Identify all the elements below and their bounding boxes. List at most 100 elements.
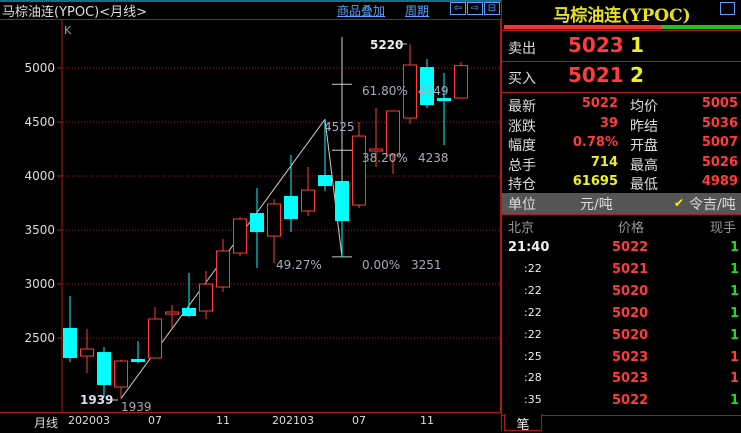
bid-volume: 2 xyxy=(630,63,644,87)
x-tick-label: 11 xyxy=(216,414,230,427)
stat-value: 714 xyxy=(590,154,618,170)
high-marker-label: 5220 xyxy=(370,38,403,52)
candle-body xyxy=(454,65,468,99)
candle-body xyxy=(267,203,281,237)
check-icon: ✔ xyxy=(674,196,685,210)
maximize-icon[interactable] xyxy=(720,2,735,15)
y-tick-label: 4500 xyxy=(24,115,55,129)
arrow-right-icon[interactable]: ⇨ xyxy=(467,2,483,15)
unit-value[interactable]: 元/吨 xyxy=(580,197,613,213)
tick-volume: 1 xyxy=(730,393,740,409)
ask-price: 5023 xyxy=(568,33,624,57)
buy-ratio-fill xyxy=(504,25,662,29)
candle-body xyxy=(386,110,400,156)
bid-ask-ratio-bar xyxy=(504,25,741,29)
stat-value: 5036 xyxy=(701,115,738,131)
tick-price: 5023 xyxy=(612,371,649,387)
candle-body xyxy=(80,348,94,357)
tick-price: 5020 xyxy=(612,283,649,299)
tick-volume: 1 xyxy=(730,283,740,299)
tick-volume: 1 xyxy=(730,349,740,365)
tick-time: :22 xyxy=(524,327,542,341)
tick-time: 21:40 xyxy=(508,240,550,255)
stat-label: 昨结 xyxy=(630,118,658,135)
trend-line-down xyxy=(324,119,343,257)
tick-time: :28 xyxy=(524,371,542,385)
candle-body xyxy=(318,175,332,187)
candle-body xyxy=(335,180,349,222)
ask-label: 卖出 xyxy=(508,41,536,57)
candle-body xyxy=(420,67,434,106)
tick-volume: 1 xyxy=(730,371,740,387)
stat-label: 持仓 xyxy=(508,177,536,193)
x-tick-label: 202003 xyxy=(68,414,110,427)
fib-61-value: 4849 xyxy=(418,84,449,98)
peak-value-label: 4525 xyxy=(324,120,355,134)
candle-body xyxy=(148,318,162,359)
tick-row: :25 5023 1 xyxy=(502,350,741,370)
stat-label: 涨跌 xyxy=(508,118,536,135)
indicator-label: K xyxy=(64,24,72,37)
stat-label: 开盘 xyxy=(630,138,658,154)
candle-body xyxy=(301,189,315,212)
stat-value: 39 xyxy=(599,115,618,131)
stat-label: 幅度 xyxy=(508,138,536,154)
candle-body xyxy=(216,250,230,288)
tick-time: :35 xyxy=(524,393,542,407)
tick-row: :22 5020 1 xyxy=(502,284,741,304)
stat-value: 4989 xyxy=(701,174,738,189)
candle-body xyxy=(403,64,417,119)
fib-38-value: 4238 xyxy=(418,151,449,165)
stat-label: 总手 xyxy=(508,157,536,174)
bid-price: 5021 xyxy=(568,63,624,87)
split-icon[interactable]: ⊟ xyxy=(484,2,500,15)
stat-label: 最高 xyxy=(630,157,658,174)
candle-body xyxy=(437,98,451,102)
tab-ticks[interactable]: 笔 xyxy=(504,414,542,433)
tick-price: 5020 xyxy=(612,327,649,343)
tick-price: 5022 xyxy=(612,393,649,409)
y-tick-label: 3000 xyxy=(24,277,55,291)
tick-volume: 1 xyxy=(730,305,740,321)
ticks-header-price: 价格 xyxy=(618,221,645,236)
candle-body xyxy=(165,311,179,315)
kline-chart[interactable]: 5000 4500 4000 3500 3000 2500 1939 1939 5220 4525… xyxy=(0,20,501,412)
tick-time: :22 xyxy=(524,283,542,297)
tick-row: :22 5021 1 xyxy=(502,262,741,282)
tick-volume: 1 xyxy=(730,240,740,255)
quote-title: 马棕油连(YPOC) xyxy=(553,6,691,26)
y-tick-label: 2500 xyxy=(24,331,55,345)
stat-value: 5026 xyxy=(701,154,738,170)
period-link[interactable]: 周期 xyxy=(405,4,430,18)
tick-time: :22 xyxy=(524,261,542,275)
fib-38-label: 38.20% xyxy=(362,151,408,165)
tick-price: 5023 xyxy=(612,349,649,365)
stat-label: 最新 xyxy=(508,99,536,115)
stat-value: 61695 xyxy=(572,174,618,189)
tick-time: :22 xyxy=(524,305,542,319)
bid-label: 买入 xyxy=(508,71,536,87)
y-tick-label: 4000 xyxy=(24,169,55,183)
x-tick-label: 11 xyxy=(420,414,434,427)
tick-price: 5020 xyxy=(612,305,649,321)
stat-label: 最低 xyxy=(630,177,658,193)
candle-body xyxy=(199,283,213,312)
fib-0-value: 3251 xyxy=(411,258,442,272)
x-tick-label: 07 xyxy=(352,414,366,427)
tick-row: 21:40 5022 1 xyxy=(502,240,741,260)
x-tick-label: 202103 xyxy=(272,414,314,427)
overlay-link[interactable]: 商品叠加 xyxy=(337,4,386,18)
fib-61-label: 61.80% xyxy=(362,84,408,98)
y-tick-label: 3500 xyxy=(24,223,55,237)
unit-alt[interactable]: 令吉/吨 xyxy=(689,197,736,213)
period-label: 月线 xyxy=(34,416,59,430)
tick-price: 5022 xyxy=(612,240,649,255)
candle-body xyxy=(250,213,264,233)
tick-row: :22 5020 1 xyxy=(502,328,741,348)
candle-body xyxy=(233,218,247,254)
y-tick-label: 5000 xyxy=(24,61,55,75)
arrow-left-icon[interactable]: ⇦ xyxy=(450,2,466,15)
ask-volume: 1 xyxy=(630,33,644,57)
tick-volume: 1 xyxy=(730,327,740,343)
unit-label: 单位 xyxy=(508,197,536,213)
